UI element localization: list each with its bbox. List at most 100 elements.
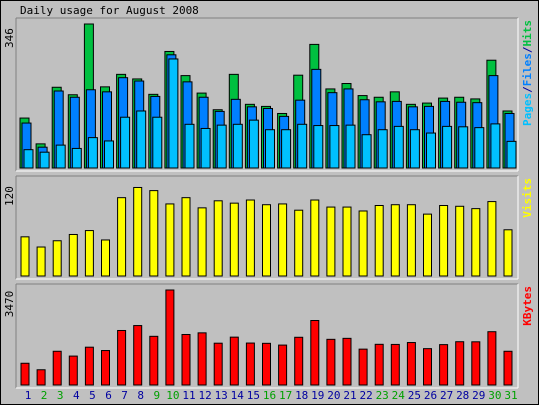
bar-visits-day-13 (213, 200, 223, 277)
x-tick-label-23: 23 (376, 389, 389, 402)
bar-kbytes-day-7 (117, 329, 127, 386)
bar-kbytes-day-29 (471, 341, 481, 386)
bar-visits-day-30 (487, 201, 497, 277)
x-tick-label-17: 17 (279, 389, 292, 402)
bar-kbytes-day-30 (487, 331, 497, 386)
bar-visits-day-7 (117, 197, 127, 277)
x-tick-label-26: 26 (424, 389, 437, 402)
x-tick-label-24: 24 (392, 389, 406, 402)
bar-pages-day-17 (281, 129, 292, 169)
x-tick-label-7: 7 (121, 389, 128, 402)
bar-pages-day-15 (248, 119, 259, 169)
bar-pages-day-30 (490, 123, 501, 169)
bar-kbytes-day-31 (503, 350, 513, 386)
bar-pages-day-5 (87, 137, 98, 169)
bar-pages-day-8 (136, 110, 147, 169)
bar-kbytes-day-18 (294, 336, 304, 386)
bar-visits-day-9 (149, 190, 159, 277)
bar-pages-day-4 (71, 147, 82, 169)
x-tick-label-20: 20 (327, 389, 340, 402)
bar-visits-day-19 (310, 199, 320, 277)
bar-visits-day-12 (197, 207, 207, 277)
bar-kbytes-day-13 (213, 342, 223, 386)
bar-pages-day-2 (39, 151, 50, 169)
bar-kbytes-day-19 (310, 319, 320, 386)
bar-visits-day-6 (101, 239, 110, 277)
x-tick-label-9: 9 (153, 389, 160, 402)
bar-kbytes-day-15 (245, 342, 255, 386)
x-tick-label-2: 2 (41, 389, 48, 402)
bar-pages-day-24 (393, 125, 404, 169)
bar-pages-day-20 (329, 125, 340, 169)
bar-visits-day-4 (68, 233, 78, 277)
legend-entry: / (521, 86, 534, 93)
bar-visits-day-17 (278, 203, 288, 277)
bar-kbytes-day-4 (68, 355, 78, 386)
bar-visits-day-28 (455, 205, 465, 277)
x-tick-label-14: 14 (231, 389, 245, 402)
x-tick-label-5: 5 (89, 389, 96, 402)
bar-pages-day-21 (345, 124, 356, 169)
bar-visits-day-5 (84, 230, 94, 277)
x-tick-label-3: 3 (57, 389, 64, 402)
x-tick-label-15: 15 (247, 389, 260, 402)
bar-pages-day-27 (442, 125, 453, 169)
bar-visits-day-1 (20, 236, 30, 277)
bar-kbytes-day-28 (455, 341, 465, 386)
legend-entry: Hits (521, 20, 534, 47)
x-tick-label-22: 22 (359, 389, 372, 402)
x-tick-label-31: 31 (504, 389, 517, 402)
bar-visits-day-14 (229, 202, 239, 277)
x-tick-label-10: 10 (166, 389, 179, 402)
bar-pages-day-18 (297, 123, 308, 169)
legend-kbytes: KBytes (521, 286, 534, 326)
legend-entry: Files (521, 53, 534, 86)
x-tick-label-18: 18 (295, 389, 308, 402)
chart-title: Daily usage for August 2008 (20, 4, 199, 17)
bar-visits-day-15 (245, 199, 255, 277)
bar-visits-day-20 (326, 206, 336, 277)
bar-kbytes-day-5 (84, 346, 94, 386)
x-tick-label-16: 16 (263, 389, 276, 402)
bar-pages-day-3 (55, 144, 66, 169)
bar-visits-day-11 (181, 197, 191, 277)
bar-visits-day-8 (133, 186, 143, 277)
y-max-label-kbytes: 3470 (3, 291, 16, 318)
legend-entry: Visits (521, 178, 534, 218)
bar-pages-day-25 (409, 129, 420, 169)
x-tick-label-21: 21 (343, 389, 356, 402)
y-max-label-hits-files-pages: 346 (3, 28, 16, 48)
bar-visits-day-25 (406, 204, 416, 277)
x-tick-label-19: 19 (311, 389, 324, 402)
bar-kbytes-day-10 (165, 289, 175, 386)
x-tick-label-30: 30 (488, 389, 501, 402)
bar-kbytes-day-9 (149, 335, 159, 386)
bar-kbytes-day-20 (326, 338, 336, 386)
x-tick-label-28: 28 (456, 389, 469, 402)
bar-pages-day-12 (200, 127, 211, 169)
bar-kbytes-day-25 (406, 342, 416, 386)
x-tick-label-6: 6 (105, 389, 112, 402)
bar-pages-day-19 (313, 125, 324, 169)
bar-kbytes-day-6 (101, 350, 110, 386)
bar-kbytes-day-3 (52, 350, 62, 386)
bar-pages-day-14 (232, 123, 243, 169)
bar-visits-day-27 (439, 205, 449, 277)
bar-visits-day-26 (423, 213, 432, 277)
bar-visits-day-23 (374, 205, 384, 277)
bar-visits-day-24 (390, 204, 400, 277)
bar-pages-day-23 (377, 129, 388, 169)
legend-visits: Visits (521, 178, 534, 218)
bar-visits-day-10 (165, 203, 175, 277)
x-tick-label-29: 29 (472, 389, 485, 402)
bar-visits-day-31 (503, 229, 513, 277)
bar-kbytes-day-26 (423, 348, 432, 386)
bar-pages-day-10 (168, 58, 179, 169)
bar-kbytes-day-21 (342, 337, 352, 386)
bar-kbytes-day-11 (181, 333, 191, 386)
bar-pages-day-31 (506, 140, 517, 169)
bar-kbytes-day-1 (20, 362, 30, 386)
x-tick-label-4: 4 (73, 389, 80, 402)
